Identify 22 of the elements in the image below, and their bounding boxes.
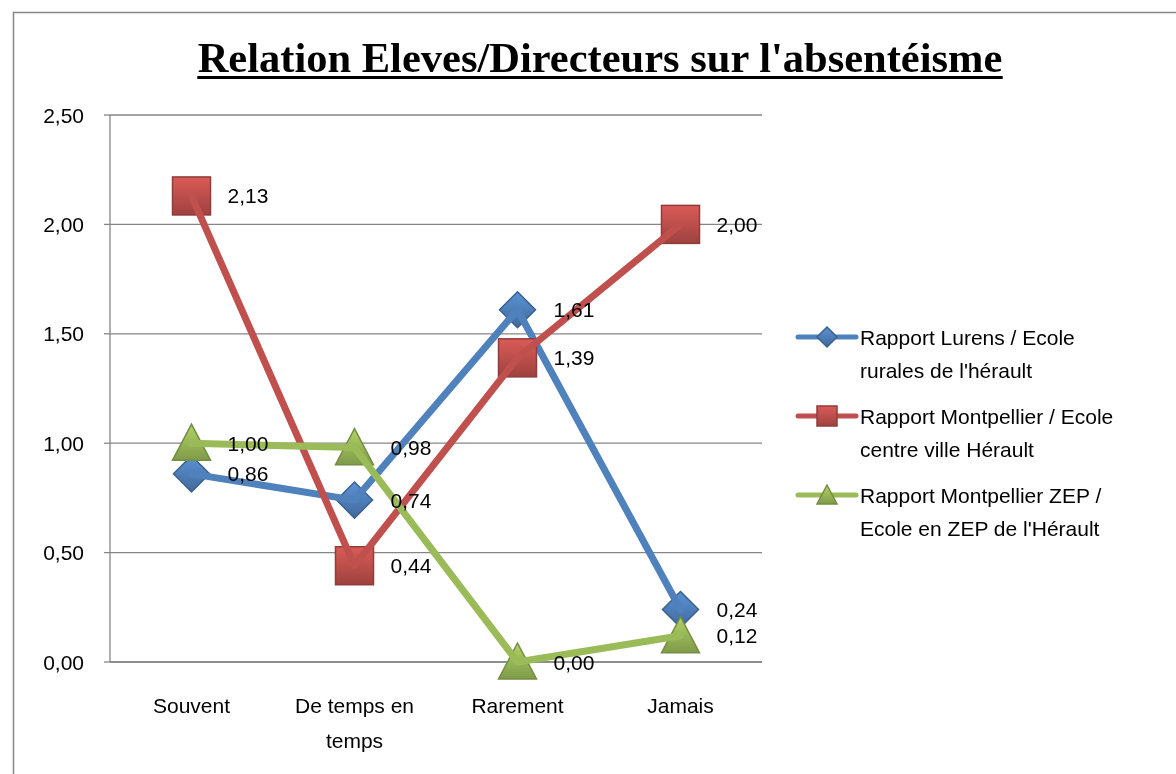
data-label: 1,39 [553, 346, 595, 370]
data-label: 0,12 [716, 624, 758, 648]
data-label: 0,24 [716, 597, 758, 621]
data-label: 2,13 [227, 184, 269, 208]
y-tick-label: 1,50 [43, 322, 84, 346]
y-tick-label: 0,00 [43, 650, 84, 674]
y-tick-label: 1,00 [43, 431, 84, 455]
x-tick-label: Rarement [471, 693, 564, 717]
y-tick-label: 0,50 [43, 541, 84, 565]
data-label: 0,86 [227, 462, 269, 486]
y-tick-label: 2,50 [43, 103, 84, 127]
legend-label: Rapport Montpellier ZEP / Ecole en ZEP de l'Hérault [860, 483, 1102, 540]
data-label: 0,00 [553, 650, 595, 674]
x-tick-label: Jamais [647, 693, 714, 717]
chart-title: Relation Eleves/Directeurs sur l'absentéisme [197, 34, 1003, 81]
legend-label: Rapport Lurens / Ecole rurales de l'hérault [860, 325, 1075, 382]
x-tick-label: Souvent [152, 693, 231, 717]
x-tick-label: De temps en temps [294, 693, 415, 752]
legend-label: Rapport Montpellier / Ecole centre ville Hérault [860, 404, 1114, 461]
data-label: 2,00 [716, 212, 758, 236]
y-tick-label: 2,00 [43, 212, 84, 236]
data-label: 0,44 [390, 554, 432, 578]
